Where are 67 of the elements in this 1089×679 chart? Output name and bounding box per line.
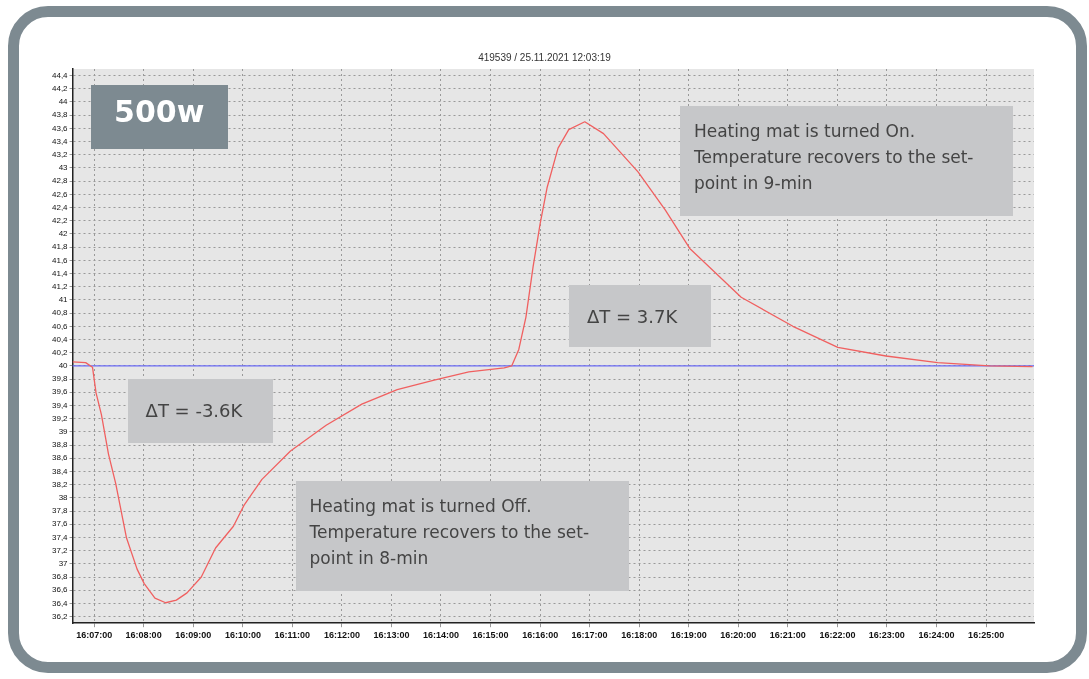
text-box: Heating mat is turned Off. Temperature recovers to the set-point in 8-min	[295, 480, 629, 591]
y-tick-label: 37	[58, 559, 69, 569]
y-tick-label: 43,6	[51, 123, 69, 133]
x-tick-label: 16:18:00	[621, 630, 658, 641]
x-tick-label: 16:12:00	[323, 630, 360, 641]
y-tick-label: 36,8	[51, 572, 69, 582]
y-tick-label: 44,2	[51, 84, 69, 93]
chart-title: 419539 / 25.11.2021 12:03:19	[477, 52, 612, 63]
y-tick-label: 39,8	[51, 374, 69, 384]
y-tick-label: 36,2	[51, 611, 69, 621]
y-tick-label: 37,2	[51, 545, 69, 555]
y-tick-label: 39,2	[51, 413, 69, 423]
y-tick-label: 42,4	[51, 202, 69, 212]
x-tick-label: 16:09:00	[175, 630, 212, 641]
y-tick-label: 44,4	[51, 70, 69, 80]
y-tick-label: 43,4	[51, 136, 69, 146]
y-tick-label: 41,8	[51, 242, 69, 252]
y-tick-label: 43,2	[51, 149, 69, 159]
x-tick-label: 16:14:00	[422, 630, 459, 641]
y-tick-label: 38,8	[51, 440, 69, 450]
y-tick-label: 40,4	[51, 334, 69, 344]
y-tick-label: 39	[58, 427, 69, 437]
y-tick-label: 40,2	[51, 347, 69, 357]
y-tick-label: 42,2	[51, 215, 69, 225]
x-tick-label: 16:11:00	[274, 630, 311, 641]
y-tick-label: 37,4	[51, 532, 69, 542]
text-box: Heating mat is turned On. Temperature recovers to the set-point in 9-min	[679, 105, 1013, 216]
y-tick-label: 41	[58, 295, 69, 305]
y-tick-label: 38,6	[51, 453, 69, 463]
y-tick-label: 38	[58, 493, 69, 503]
x-tick-label: 16:23:00	[868, 630, 905, 641]
y-tick-label: 42,6	[51, 189, 69, 199]
x-tick-label: 16:16:00	[522, 630, 559, 641]
y-tick-label: 43	[58, 163, 69, 173]
x-tick-label: 16:20:00	[720, 630, 757, 641]
x-tick-label: 16:08:00	[125, 630, 162, 641]
y-tick-label: 42	[58, 229, 69, 239]
y-tick-label: 40,8	[51, 308, 69, 318]
x-tick-label: 16:25:00	[968, 630, 1005, 641]
x-tick-label: 16:07:00	[76, 630, 113, 641]
text-box: 500w	[90, 84, 228, 149]
y-tick-label: 44	[58, 97, 69, 107]
y-tick-label: 40,6	[51, 321, 69, 331]
y-tick-label: 40	[58, 361, 69, 371]
y-tick-label: 42,8	[51, 176, 69, 186]
x-tick-label: 16:17:00	[571, 630, 608, 641]
x-tick-label: 16:10:00	[224, 630, 261, 641]
x-tick-label: 16:24:00	[918, 630, 955, 641]
y-tick-label: 36,6	[51, 585, 69, 595]
y-tick-label: 43,8	[51, 110, 69, 120]
y-tick-label: 37,6	[51, 519, 69, 529]
y-tick-label: 36,4	[51, 598, 69, 608]
y-tick-label: 38,4	[51, 466, 69, 476]
y-tick-label: 41,4	[51, 268, 69, 278]
y-tick-label: 39,6	[51, 387, 69, 397]
x-tick-label: 16:19:00	[670, 630, 707, 641]
y-tick-label: 39,4	[51, 400, 69, 410]
text-box: ΔT = 3.7K	[569, 285, 712, 348]
y-tick-label: 37,8	[51, 506, 69, 516]
text-box: ΔT = -3.6K	[127, 379, 273, 444]
x-tick-label: 16:21:00	[769, 630, 806, 641]
x-tick-label: 16:22:00	[819, 630, 856, 641]
y-tick-label: 38,2	[51, 479, 69, 489]
y-tick-label: 41,2	[51, 281, 69, 291]
x-tick-label: 16:15:00	[472, 630, 509, 641]
x-tick-label: 16:13:00	[373, 630, 410, 641]
y-tick-label: 41,6	[51, 255, 69, 265]
